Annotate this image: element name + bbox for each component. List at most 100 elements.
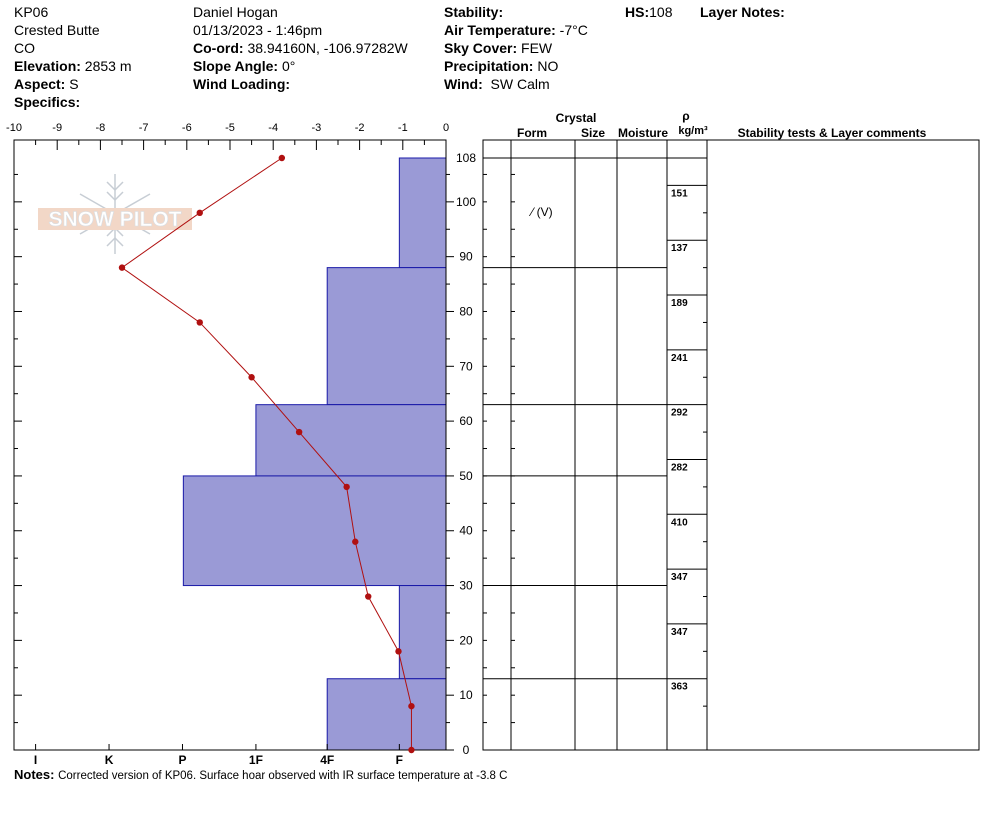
temperature-point bbox=[196, 209, 203, 217]
temperature-point bbox=[196, 319, 203, 326]
temp-tick-label: -3 bbox=[312, 122, 322, 134]
wind-label: Wind: bbox=[444, 76, 483, 92]
density-value: 410 bbox=[671, 517, 688, 528]
temp-tick-label: -2 bbox=[355, 122, 365, 134]
temperature-point bbox=[278, 154, 286, 162]
temp-tick-label: 0 bbox=[443, 122, 449, 134]
temperature-point bbox=[343, 483, 350, 491]
hardness-tick-label: K bbox=[105, 753, 114, 767]
observer: Daniel Hogan bbox=[193, 4, 278, 20]
moisture-header: Moisture bbox=[618, 126, 668, 140]
layer-table bbox=[482, 139, 980, 751]
stability-label: Stability: bbox=[444, 4, 504, 20]
snow-height: HS:108 bbox=[625, 3, 672, 21]
height-tick-label: 10 bbox=[459, 688, 473, 702]
density-value: 363 bbox=[671, 682, 688, 693]
air-temp-value: -7°C bbox=[559, 22, 588, 38]
form-header: Form bbox=[517, 126, 547, 140]
temperature-point bbox=[408, 702, 415, 710]
snowpilot-logo: SNOW PILOT bbox=[38, 174, 192, 254]
density-value: 282 bbox=[671, 462, 688, 473]
density-value: 292 bbox=[671, 408, 688, 419]
height-tick-label: 100 bbox=[456, 195, 476, 209]
height-tick-label: 40 bbox=[459, 524, 473, 538]
temperature-point bbox=[352, 538, 359, 545]
stability-comments-header: Stability tests & Layer comments bbox=[738, 126, 927, 140]
density-value: 137 bbox=[671, 243, 688, 254]
hardness-layer-bar bbox=[182, 475, 447, 587]
rho-header: ρ bbox=[682, 109, 689, 123]
coord-value: 38.94160N, -106.97282W bbox=[247, 40, 408, 56]
hardness-layer-bar bbox=[326, 678, 447, 751]
coordinates: Co-ord: 38.94160N, -106.97282W bbox=[193, 39, 408, 57]
temperature-point bbox=[365, 593, 372, 600]
temp-tick-label: -5 bbox=[225, 122, 235, 134]
density-unit-header: kg/m³ bbox=[678, 125, 708, 137]
hardness-tick-label: I bbox=[34, 753, 37, 767]
wind-loading-label: Wind Loading: bbox=[193, 76, 291, 92]
temperature-point bbox=[118, 264, 126, 271]
chart-axes: -10 -9 -8 -7 -6 -5 -4 -3 -2 -1 0108100908070605040… bbox=[6, 122, 476, 767]
density-value: 189 bbox=[671, 298, 688, 309]
aspect-value: S bbox=[69, 76, 79, 92]
crystal-form-symbol: ⁄ (V) bbox=[528, 205, 552, 219]
slope-angle: Slope Angle: 0° bbox=[193, 57, 295, 75]
temp-tick-label: -4 bbox=[268, 122, 278, 134]
height-tick-label: 108 bbox=[456, 151, 476, 165]
height-tick-label: 70 bbox=[459, 359, 473, 373]
temperature-line bbox=[121, 157, 412, 750]
hardness-layer-bar bbox=[398, 157, 447, 269]
elevation: Elevation: 2853 m bbox=[14, 57, 132, 75]
temp-tick-label: -1 bbox=[398, 122, 408, 134]
hardness-layer-bar bbox=[255, 404, 447, 477]
temp-tick-label: -7 bbox=[139, 122, 149, 134]
hardness-tick-label: 1F bbox=[249, 753, 263, 767]
site-id: KP06 bbox=[14, 4, 49, 20]
hardness-layers bbox=[182, 157, 447, 751]
height-tick-label: 20 bbox=[459, 633, 473, 647]
density-value: 347 bbox=[671, 572, 688, 583]
height-tick-label: 80 bbox=[459, 304, 473, 318]
hs-value: 108 bbox=[649, 4, 673, 20]
temperature-point bbox=[408, 746, 415, 754]
sky-cover: Sky Cover: FEW bbox=[444, 39, 552, 57]
aspect: Aspect: S bbox=[14, 75, 79, 93]
state: CO bbox=[14, 40, 35, 56]
crystal-header: Crystal bbox=[556, 111, 597, 125]
temp-tick-label: -6 bbox=[182, 122, 192, 134]
air-temp-label: Air Temperature: bbox=[444, 22, 556, 38]
height-tick-label: 90 bbox=[459, 250, 473, 264]
density-column: 151 137 189 241 292 282 410 347 347 363 bbox=[667, 157, 707, 707]
height-tick-label: 0 bbox=[463, 743, 470, 757]
temp-tick-label: -10 bbox=[6, 122, 22, 134]
height-tick-label: 50 bbox=[459, 469, 473, 483]
elevation-label: Elevation: bbox=[14, 58, 81, 74]
height-tick-label: 60 bbox=[459, 414, 473, 428]
precip-value: NO bbox=[537, 58, 559, 74]
layer-table-frame bbox=[482, 139, 980, 751]
temperature-point bbox=[395, 648, 402, 655]
slope-label: Slope Angle: bbox=[193, 58, 279, 74]
hs-label: HS: bbox=[625, 4, 650, 20]
hardness-layer-bar bbox=[398, 585, 447, 680]
sky-label: Sky Cover: bbox=[444, 40, 518, 56]
sky-value: FEW bbox=[521, 40, 553, 56]
notes-label: Notes: bbox=[14, 767, 55, 782]
size-header: Size bbox=[581, 126, 605, 140]
datetime: 01/13/2023 - 1:46pm bbox=[193, 22, 323, 38]
temp-tick-label: -9 bbox=[52, 122, 62, 134]
density-value: 241 bbox=[671, 353, 688, 364]
density-value: 151 bbox=[671, 188, 688, 199]
temperature-point bbox=[295, 428, 303, 436]
wind: Wind: SW Calm bbox=[444, 75, 550, 93]
elevation-value: 2853 m bbox=[84, 58, 132, 74]
hardness-layer-bar bbox=[326, 267, 447, 406]
density-value: 347 bbox=[671, 627, 688, 638]
logo-text: SNOW PILOT bbox=[49, 208, 182, 231]
temp-tick-label: -8 bbox=[96, 122, 106, 134]
notes-text: Corrected version of KP06. Surface hoar … bbox=[58, 770, 508, 782]
hardness-tick-label: F bbox=[396, 753, 403, 767]
slope-value: 0° bbox=[281, 58, 296, 74]
precipitation: Precipitation: NO bbox=[444, 57, 558, 75]
